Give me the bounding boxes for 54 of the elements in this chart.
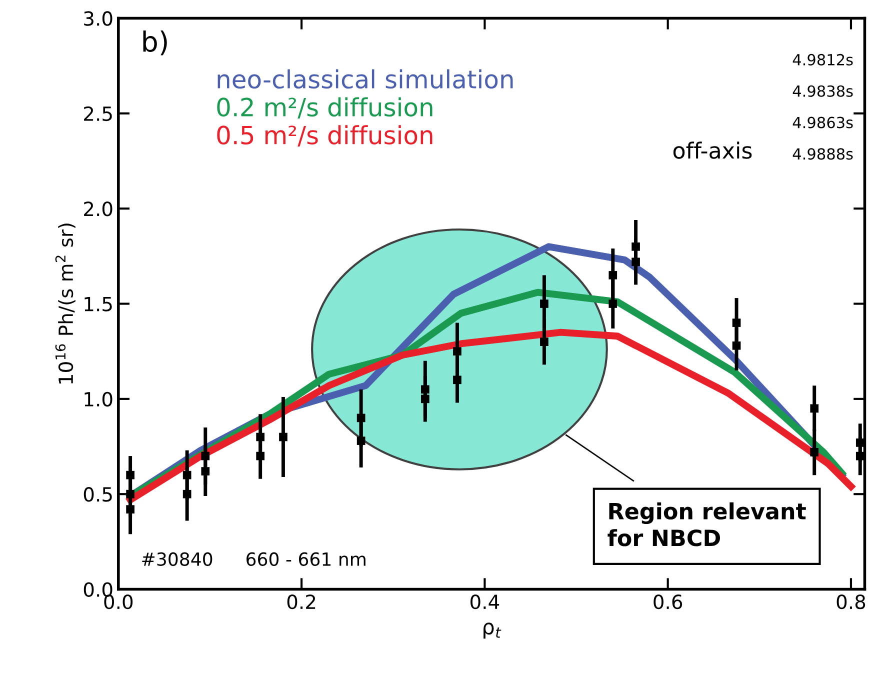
point	[856, 452, 864, 460]
y-tick-label: 3.0	[84, 11, 112, 26]
point	[632, 242, 640, 251]
annotation: 4.9838s	[792, 85, 853, 97]
point	[279, 432, 288, 442]
point	[453, 347, 462, 356]
point	[126, 505, 134, 514]
annotation: off-axis	[673, 142, 752, 159]
x-axis-title: ρ$_{t}$	[484, 622, 502, 639]
point	[453, 376, 462, 384]
point	[256, 432, 264, 442]
text: 0.5 m²/s diffusion	[217, 125, 432, 146]
point	[810, 448, 819, 456]
point	[608, 300, 618, 308]
point	[732, 318, 741, 327]
point	[201, 467, 210, 476]
y-tick-label: 2.0	[84, 202, 112, 216]
x-tick-label: 0.6	[654, 594, 682, 610]
x-tick-label: 0.8	[836, 594, 866, 610]
y-tick-label: 0.0	[84, 582, 112, 597]
point	[540, 338, 548, 346]
point	[356, 414, 366, 422]
point	[201, 452, 210, 460]
x-tick-label: 0.0	[104, 594, 133, 610]
text: neo-classical simulation	[218, 69, 513, 89]
text: 0.2 m²/s diffusion	[217, 97, 432, 119]
point	[810, 404, 819, 413]
point	[182, 490, 192, 498]
x-tick-label: 0.4	[470, 594, 500, 610]
point	[126, 470, 134, 480]
point	[732, 341, 741, 350]
annotation: 660 - 661 nm	[246, 552, 366, 566]
annotation: #30840	[142, 552, 212, 566]
annotation: b)	[143, 30, 167, 56]
point	[256, 452, 264, 460]
y-tick-label: 0.5	[84, 487, 112, 502]
annotation: Region relevant for NBCD	[608, 502, 806, 546]
point	[632, 258, 640, 266]
point	[856, 438, 864, 447]
y-axis-title: 10$^{16}$ Ph/(s m$^{2}$ sr)	[55, 224, 76, 384]
point	[608, 271, 618, 280]
point	[356, 436, 366, 445]
x-tick-label: 0.2	[287, 594, 316, 610]
annotation: 4.9812s	[792, 54, 853, 66]
annotation: 4.9863s	[792, 116, 853, 128]
point	[182, 470, 192, 480]
y-tick-label: 2.5	[84, 106, 112, 122]
point	[126, 490, 134, 498]
annotation: 4.9888s	[792, 148, 853, 160]
point	[421, 394, 430, 404]
y-tick-label: 1.5	[84, 296, 112, 312]
point	[421, 385, 430, 394]
y-tick-label: 1.0	[84, 392, 112, 407]
point	[540, 300, 548, 308]
